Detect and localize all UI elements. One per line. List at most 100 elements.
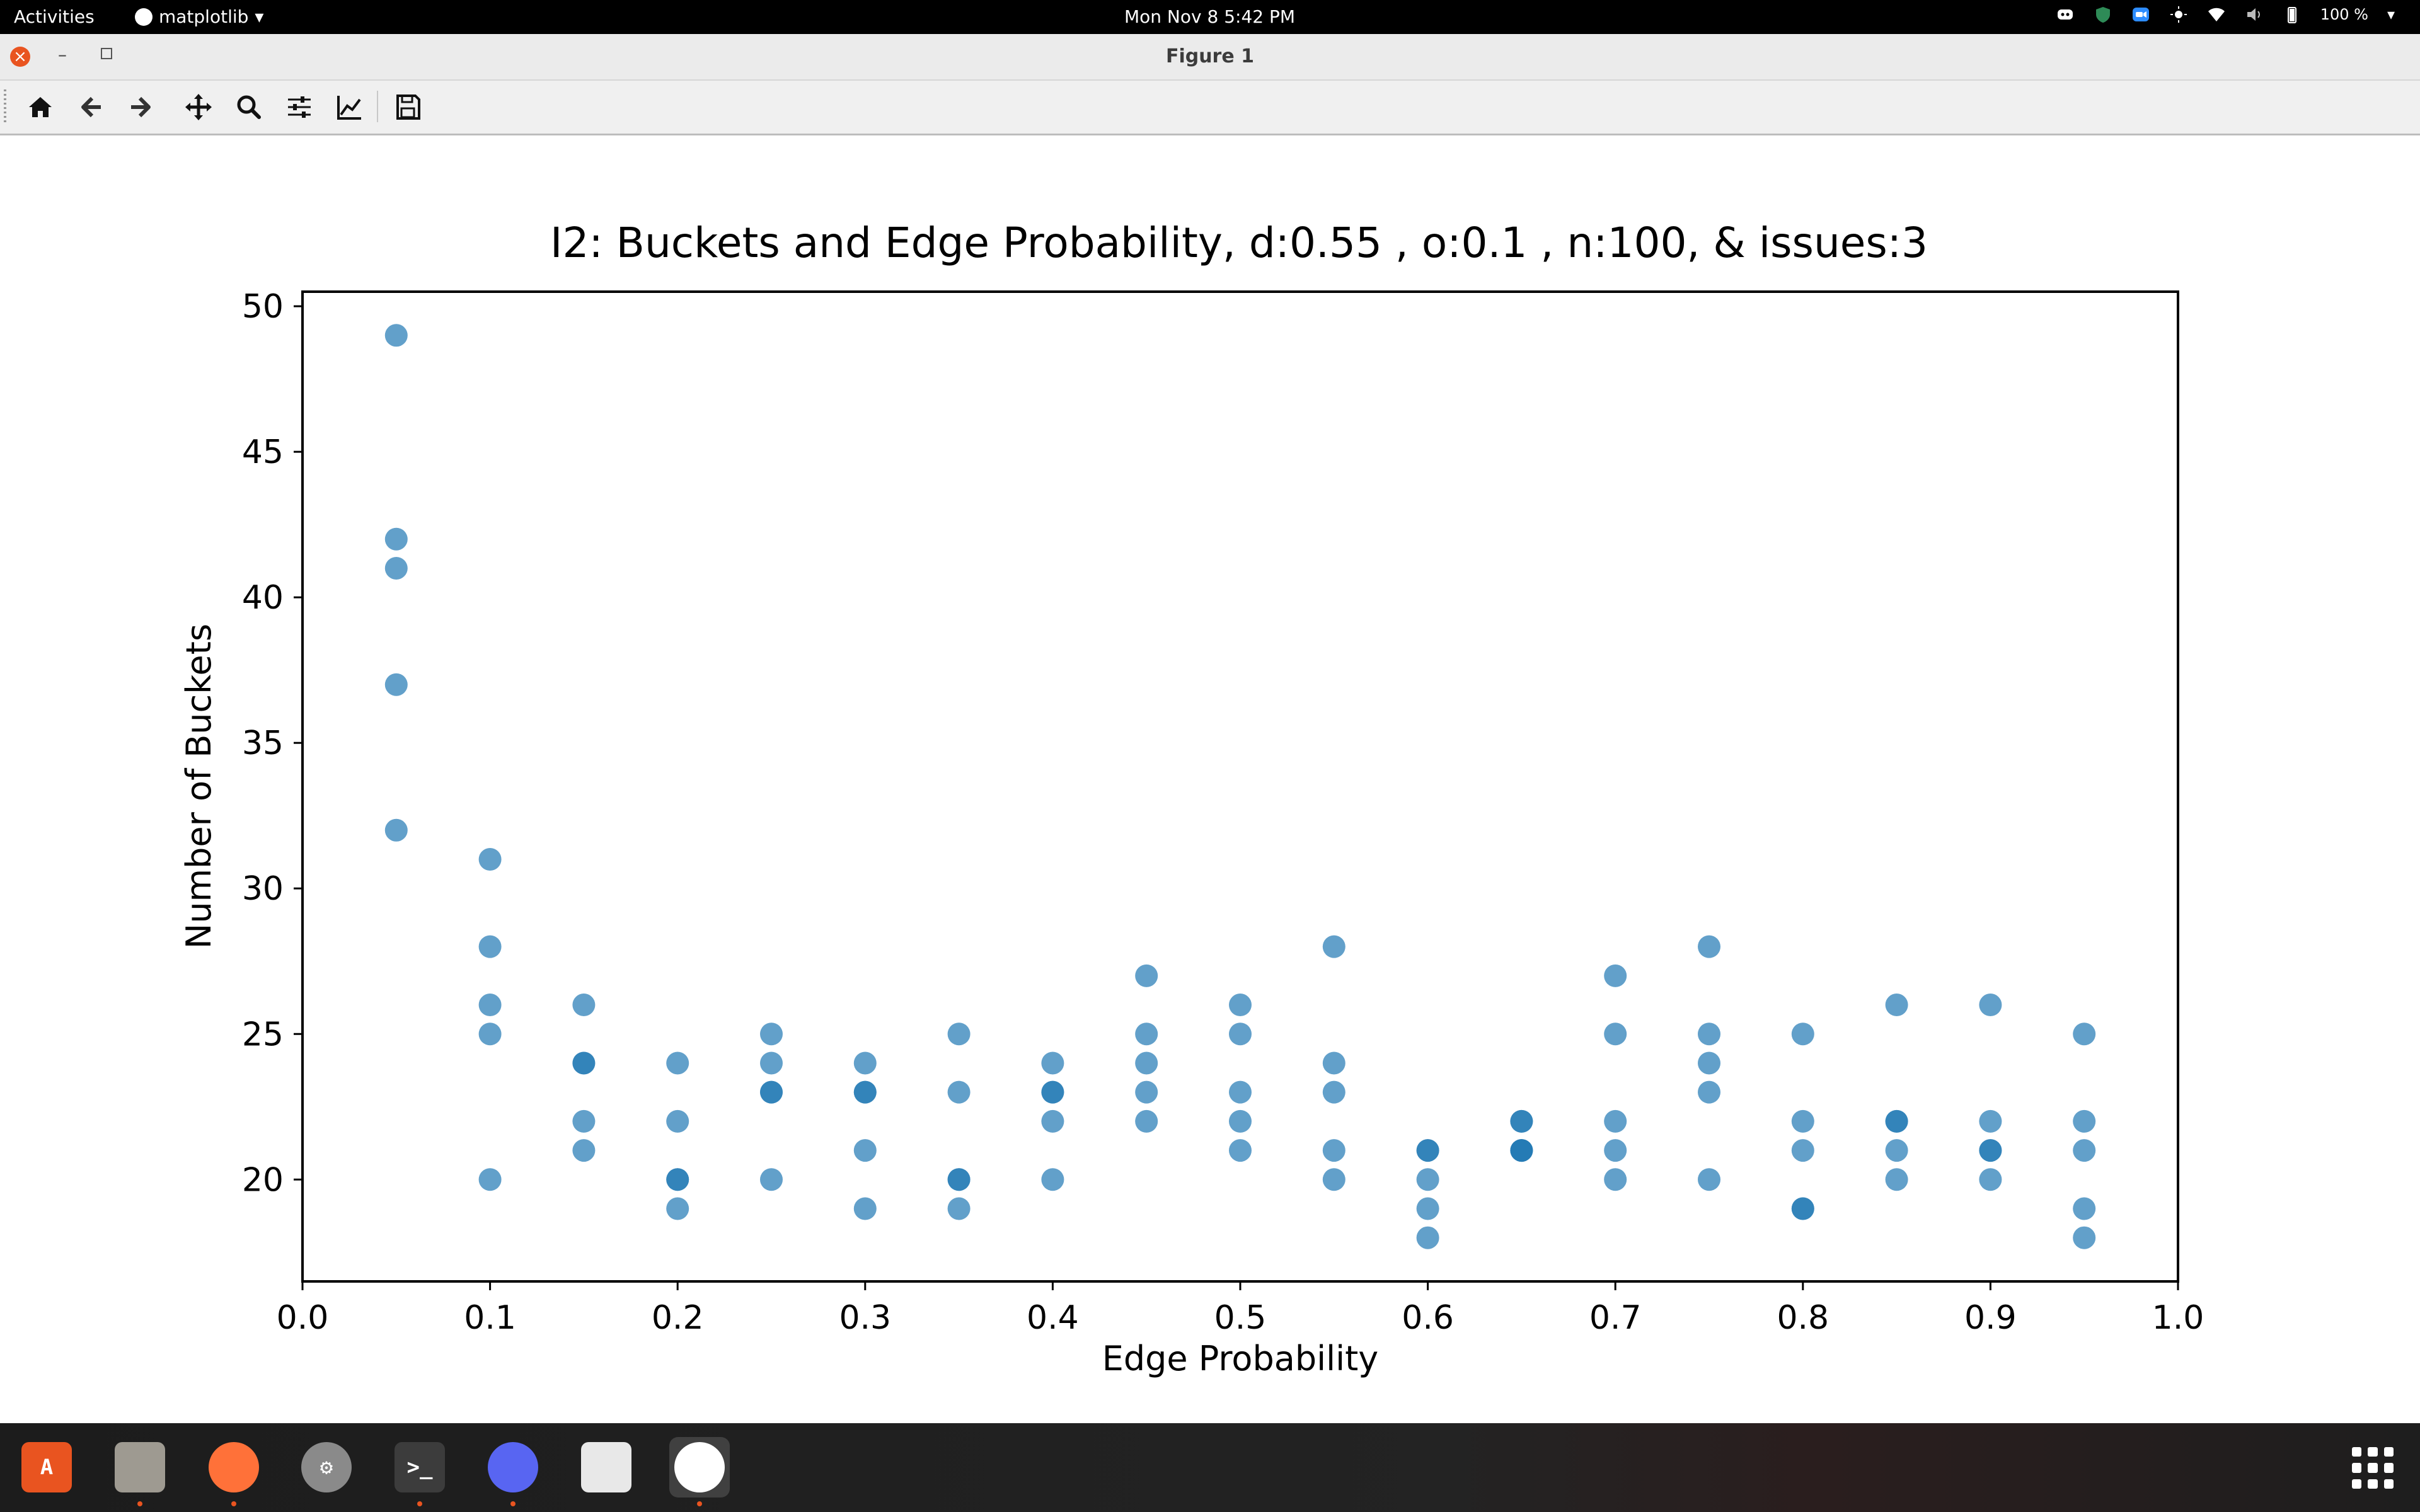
data-point [385,324,408,346]
app-menu[interactable]: matplotlib ▾ [135,6,263,27]
window-title-bar[interactable]: × – Figure 1 [0,34,2420,81]
files-launcher[interactable] [110,1437,170,1498]
toolbar-grip[interactable] [4,89,6,125]
back-button[interactable] [73,89,108,125]
data-point [1604,1022,1627,1045]
settings-launcher[interactable]: ⚙ [296,1437,357,1498]
discord-launcher[interactable] [483,1437,543,1498]
running-indicator [697,1501,702,1506]
firefox-launcher[interactable] [204,1437,264,1498]
pan-icon [183,92,214,122]
zoom-button[interactable] [231,89,267,125]
chevron-down-icon[interactable]: ▾ [2387,6,2395,23]
data-point [1135,1081,1158,1104]
data-point [1135,1051,1158,1074]
y-tick-label: 35 [242,724,284,762]
wifi-icon[interactable] [2207,5,2226,24]
top-bar: Activities matplotlib ▾ Mon Nov 8 5:42 P… [0,0,2420,34]
volume-icon[interactable] [2245,5,2264,24]
show-applications-icon[interactable] [2352,1447,2394,1489]
configure-subplots-button[interactable] [282,89,317,125]
save-button[interactable] [390,89,425,125]
activities-button[interactable]: Activities [14,6,95,27]
scatter-plot[interactable]: I2: Buckets and Edge Probability, d:0.55… [0,135,2420,1423]
y-tick-label: 40 [242,579,284,617]
x-tick-label: 0.5 [1214,1299,1267,1337]
x-tick-label: 0.8 [1777,1299,1829,1337]
software-center-launcher[interactable]: A [16,1437,77,1498]
zoom-icon [234,92,264,122]
forward-button[interactable] [124,89,159,125]
data-point [1698,1022,1720,1045]
firefox-icon [209,1442,259,1492]
data-point [2073,1227,2095,1249]
data-point [572,1051,595,1074]
battery-icon[interactable] [2283,5,2302,24]
data-point [760,1081,783,1104]
data-point [1041,1168,1064,1191]
data-point [948,1168,971,1191]
data-point [760,1168,783,1191]
shield-tray-icon[interactable] [2094,5,2112,24]
data-point [1135,1110,1158,1133]
running-indicator [231,1501,236,1506]
matplotlib-app-icon [135,8,153,26]
data-point [1135,1022,1158,1045]
data-point [1417,1139,1439,1162]
data-point [1979,994,2002,1016]
zoom-tray-icon[interactable] [2131,5,2150,24]
data-point [1229,1022,1252,1045]
data-point [760,1051,783,1074]
data-point [1135,965,1158,987]
data-point [385,557,408,580]
data-point [572,1139,595,1162]
y-tick-label: 30 [242,870,284,908]
data-point [1417,1168,1439,1191]
data-point [1979,1168,2002,1191]
y-axis-label: Number of Buckets [179,624,219,949]
x-tick-label: 0.6 [1402,1299,1454,1337]
edit-axis-icon [335,92,365,122]
data-point [572,994,595,1016]
data-point [385,819,408,842]
x-tick-label: 0.2 [652,1299,704,1337]
x-tick-label: 0.7 [1589,1299,1642,1337]
data-point [385,673,408,696]
data-points [385,324,2095,1249]
data-point [1229,994,1252,1016]
data-point [854,1197,877,1220]
data-point [1604,965,1627,987]
x-axis-label: Edge Probability [1102,1339,1379,1378]
y-tick-label: 25 [242,1016,284,1053]
running-indicator [510,1501,516,1506]
data-point [854,1139,877,1162]
data-point [2073,1022,2095,1045]
terminal-icon: >_ [395,1442,445,1492]
discord-tray-icon[interactable] [2056,5,2075,24]
data-point [760,1022,783,1045]
document-viewer-launcher[interactable] [576,1437,637,1498]
data-point [1698,1081,1720,1104]
data-point [1698,1051,1720,1074]
clock[interactable]: Mon Nov 8 5:42 PM [1124,6,1295,27]
edit-axis-button[interactable] [332,89,367,125]
files-icon [115,1442,165,1492]
matplotlib-launcher[interactable] [669,1437,730,1498]
data-point [1698,1168,1720,1191]
terminal-launcher[interactable]: >_ [389,1437,450,1498]
pan-button[interactable] [181,89,216,125]
software-center-icon: A [21,1442,72,1492]
brightness-icon[interactable] [2169,5,2188,24]
chart-title: I2: Buckets and Edge Probability, d:0.55… [550,219,1928,267]
x-axis: 0.0 0.1 0.2 0.3 0.4 0.5 0.6 0.7 0.8 0.9 1.0 [277,1281,2204,1337]
figure-canvas[interactable]: I2: Buckets and Edge Probability, d:0.55… [0,135,2420,1423]
data-point [1323,936,1345,958]
data-point [1604,1139,1627,1162]
home-button[interactable] [23,89,58,125]
y-axis: 20 25 30 35 40 45 50 [242,288,302,1199]
data-point [948,1022,971,1045]
data-point [1886,994,1908,1016]
system-tray[interactable]: 100 % ▾ [2056,5,2395,24]
data-point [479,1168,502,1191]
data-point [1041,1051,1064,1074]
